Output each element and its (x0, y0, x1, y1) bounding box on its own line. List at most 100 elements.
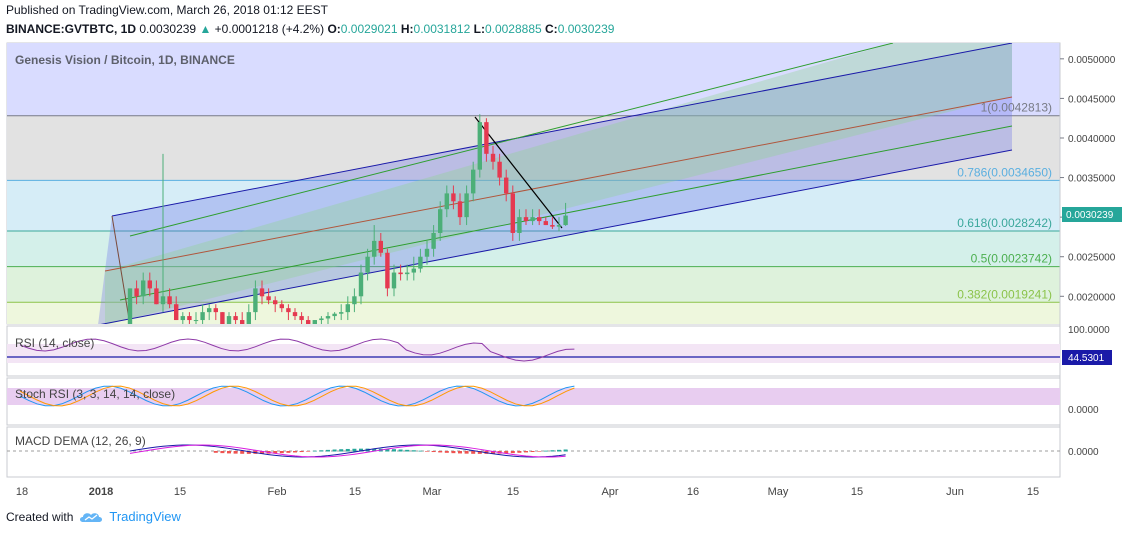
macd-bar (537, 451, 542, 452)
candle-body (543, 221, 548, 226)
candle-body (504, 177, 509, 194)
created-with-label: Created with (6, 509, 74, 524)
channel-upper-inner-line (129, 43, 894, 237)
macd-bar (438, 451, 443, 453)
macd-bar (352, 448, 357, 452)
candle-body (424, 248, 430, 257)
macd-bar (431, 451, 436, 453)
candle-body (405, 272, 410, 275)
channel-mid-line (104, 96, 1013, 272)
candle-body (273, 300, 278, 305)
candle-body (418, 256, 423, 269)
high-value: 0.0031812 (413, 22, 471, 36)
price-tick-label: 0.0020000 (1068, 292, 1116, 303)
macd-bar (332, 449, 337, 452)
close-value: 0.0030239 (557, 22, 615, 36)
rsi-label: RSI (14, close) (15, 336, 94, 350)
candle-body (537, 217, 542, 222)
macd-bar (260, 451, 264, 454)
candle-body (550, 225, 555, 227)
fib-level-label: 0.618(0.0028242) (957, 216, 1052, 230)
fib-level-label: 0.5(0.0023742) (971, 252, 1052, 266)
macd-bar (359, 448, 363, 452)
macd-bar (273, 451, 278, 454)
high-label: H: (400, 22, 414, 36)
change-value: +0.0001218 (+4.2%) (214, 22, 325, 36)
change-arrow-icon: ▲ (199, 22, 212, 36)
candle-body (233, 316, 238, 321)
candle-body (451, 193, 456, 202)
macd-bar (372, 448, 377, 452)
macd-bar (524, 451, 528, 453)
price-tick-label: 0.0050000 (1068, 55, 1116, 66)
macd-bar (557, 449, 561, 452)
candle-body (497, 161, 502, 178)
candle-body (411, 268, 416, 273)
candle-body (352, 296, 357, 305)
macd-bar (339, 449, 344, 452)
trend-line (474, 116, 563, 229)
fib-band (7, 115, 1060, 181)
rsi-top-tick: 100.0000 (1068, 325, 1110, 336)
candle-body (180, 316, 185, 321)
macd-bar (477, 451, 482, 454)
time-tick-label: 15 (174, 486, 186, 498)
channel-fill (98, 43, 1012, 324)
candle-body (556, 225, 562, 227)
candle-body (259, 288, 265, 297)
macd-signal-line (129, 444, 566, 458)
macd-bar (405, 449, 410, 452)
open-value: 0.0029021 (340, 22, 398, 36)
time-axis[interactable]: 18 2018 15 Feb 15 Mar 15 Apr 16 May 15 Jun 15 (7, 476, 1060, 498)
macd-bar (286, 451, 291, 453)
macd-bar (233, 451, 238, 454)
candle-body (563, 215, 568, 226)
macd-bar (464, 451, 469, 454)
macd-bar (510, 451, 515, 454)
open-label: O: (327, 22, 341, 36)
macd-tick: 0.0000 (1068, 447, 1099, 458)
candle-body (174, 304, 179, 321)
time-tick-label: Mar (423, 486, 442, 498)
candle-body (141, 280, 146, 297)
candle-body (200, 312, 205, 321)
price-tick-label: 0.0025000 (1068, 253, 1116, 264)
candle-body (339, 312, 344, 314)
macd-bar (550, 450, 555, 452)
candle-body (246, 312, 251, 324)
macd-bar (491, 451, 495, 454)
macd-bar (293, 451, 297, 453)
candle-body (385, 252, 390, 289)
last-price: 0.0030239 (139, 22, 197, 36)
macd-bar (418, 450, 423, 452)
regression-channel (98, 43, 1013, 324)
macd-bar (543, 450, 548, 452)
candles-group (127, 114, 568, 324)
macd-bar (504, 451, 509, 454)
candle-body (253, 288, 258, 313)
low-value: 0.0028885 (484, 22, 542, 36)
price-chart[interactable]: 1(0.0042813) 0.786(0.0034650) 0.618(0.0028… (0, 40, 1131, 510)
candle-body (444, 193, 449, 210)
candle-body (325, 316, 331, 319)
candle-body (154, 288, 159, 305)
price-tick-label: 0.0040000 (1068, 134, 1116, 145)
candle-body (471, 169, 476, 194)
candle-body (193, 320, 199, 322)
last-price-badge-label: 0.0030239 (1066, 210, 1114, 221)
candle-body (220, 312, 225, 324)
fib-band (7, 231, 1060, 267)
macd-bar (385, 448, 390, 452)
candle-body (312, 320, 317, 324)
rsi-value-label: 44.5301 (1068, 353, 1105, 364)
time-tick-label: 15 (1027, 486, 1039, 498)
candle-body (292, 312, 298, 317)
candle-body (490, 153, 496, 162)
macd-bar (517, 451, 522, 453)
macd-bar (299, 451, 304, 453)
tradingview-link[interactable]: TradingView (109, 509, 181, 524)
candle-body (372, 240, 377, 257)
candle-body (213, 308, 218, 313)
macd-bar (246, 451, 251, 454)
macd-bar (345, 448, 350, 452)
